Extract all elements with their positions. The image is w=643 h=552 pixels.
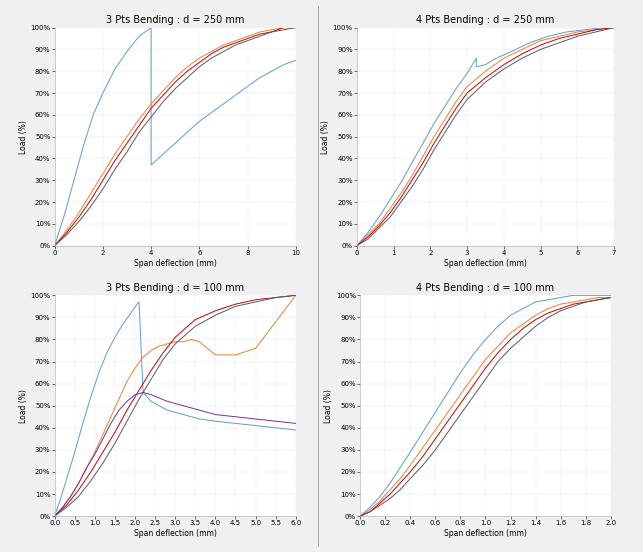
Y-axis label: Load (%): Load (%) bbox=[324, 389, 333, 423]
Title: 4 Pts Bending : d = 250 mm: 4 Pts Bending : d = 250 mm bbox=[416, 15, 555, 25]
Y-axis label: Load (%): Load (%) bbox=[19, 120, 28, 153]
Title: 3 Pts Bending : d = 250 mm: 3 Pts Bending : d = 250 mm bbox=[106, 15, 244, 25]
X-axis label: Span deflection (mm): Span deflection (mm) bbox=[444, 258, 527, 268]
Title: 4 Pts Bending : d = 100 mm: 4 Pts Bending : d = 100 mm bbox=[417, 283, 554, 293]
X-axis label: Span deflection (mm): Span deflection (mm) bbox=[444, 529, 527, 538]
Y-axis label: Load (%): Load (%) bbox=[19, 389, 28, 423]
Title: 3 Pts Bending : d = 100 mm: 3 Pts Bending : d = 100 mm bbox=[106, 283, 244, 293]
X-axis label: Span deflection (mm): Span deflection (mm) bbox=[134, 529, 217, 538]
X-axis label: Span deflection (mm): Span deflection (mm) bbox=[134, 258, 217, 268]
Y-axis label: Load (%): Load (%) bbox=[321, 120, 330, 153]
